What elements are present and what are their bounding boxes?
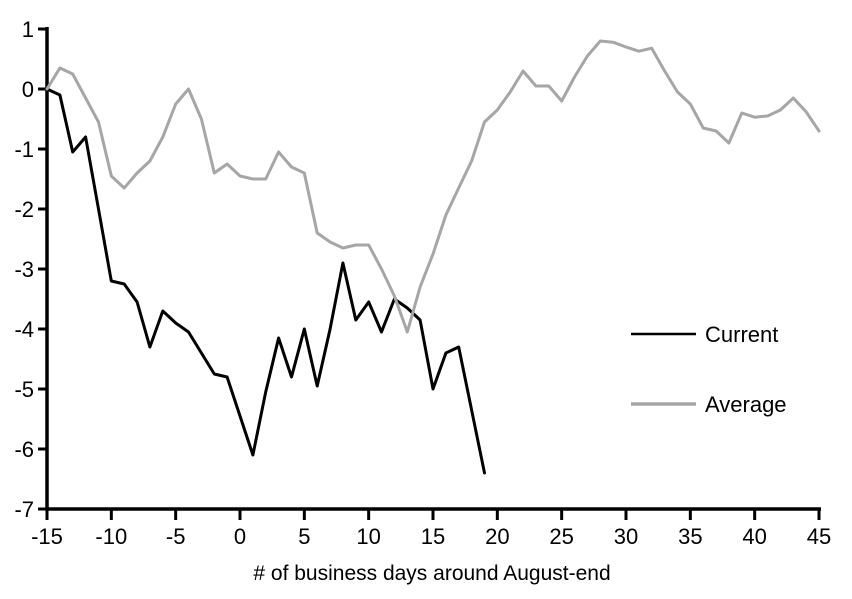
legend-label-current: Current xyxy=(705,322,778,347)
legend: Current Average xyxy=(631,322,787,417)
x-tick-label: -10 xyxy=(95,524,127,549)
y-tick-label: 1 xyxy=(22,17,34,42)
y-tick-label: -2 xyxy=(14,197,34,222)
x-tick-label: 40 xyxy=(742,524,766,549)
legend-label-average: Average xyxy=(705,392,787,417)
y-tick-label: -3 xyxy=(14,257,34,282)
axes: 10-1-2-3-4-5-6-7-15 -10 -5 0 5 10 15 20 25 30 35 40… xyxy=(14,17,831,549)
x-tick-label: 10 xyxy=(356,524,380,549)
x-tick-label: -5 xyxy=(166,524,186,549)
y-tick-label: -1 xyxy=(14,137,34,162)
x-tick-label: 20 xyxy=(485,524,509,549)
x-tick-label: -15 xyxy=(31,524,63,549)
x-tick-label: 45 xyxy=(807,524,831,549)
y-tick-label: -5 xyxy=(14,377,34,402)
x-tick-label: 5 xyxy=(298,524,310,549)
series-group xyxy=(45,39,821,475)
y-tick-label: -6 xyxy=(14,437,34,462)
x-axis-title: # of business days around August-end xyxy=(253,562,610,585)
y-tick-label: -7 xyxy=(14,497,34,522)
y-tick-label: 0 xyxy=(22,77,34,102)
y-tick-label: -4 xyxy=(14,317,34,342)
x-tick-label: 0 xyxy=(234,524,246,549)
x-tick-label: 25 xyxy=(549,524,573,549)
x-tick-label: 35 xyxy=(678,524,702,549)
series-line-current xyxy=(45,87,486,475)
x-tick-label: 15 xyxy=(421,524,445,549)
series-line-average xyxy=(45,39,821,334)
x-tick-label: 30 xyxy=(614,524,638,549)
